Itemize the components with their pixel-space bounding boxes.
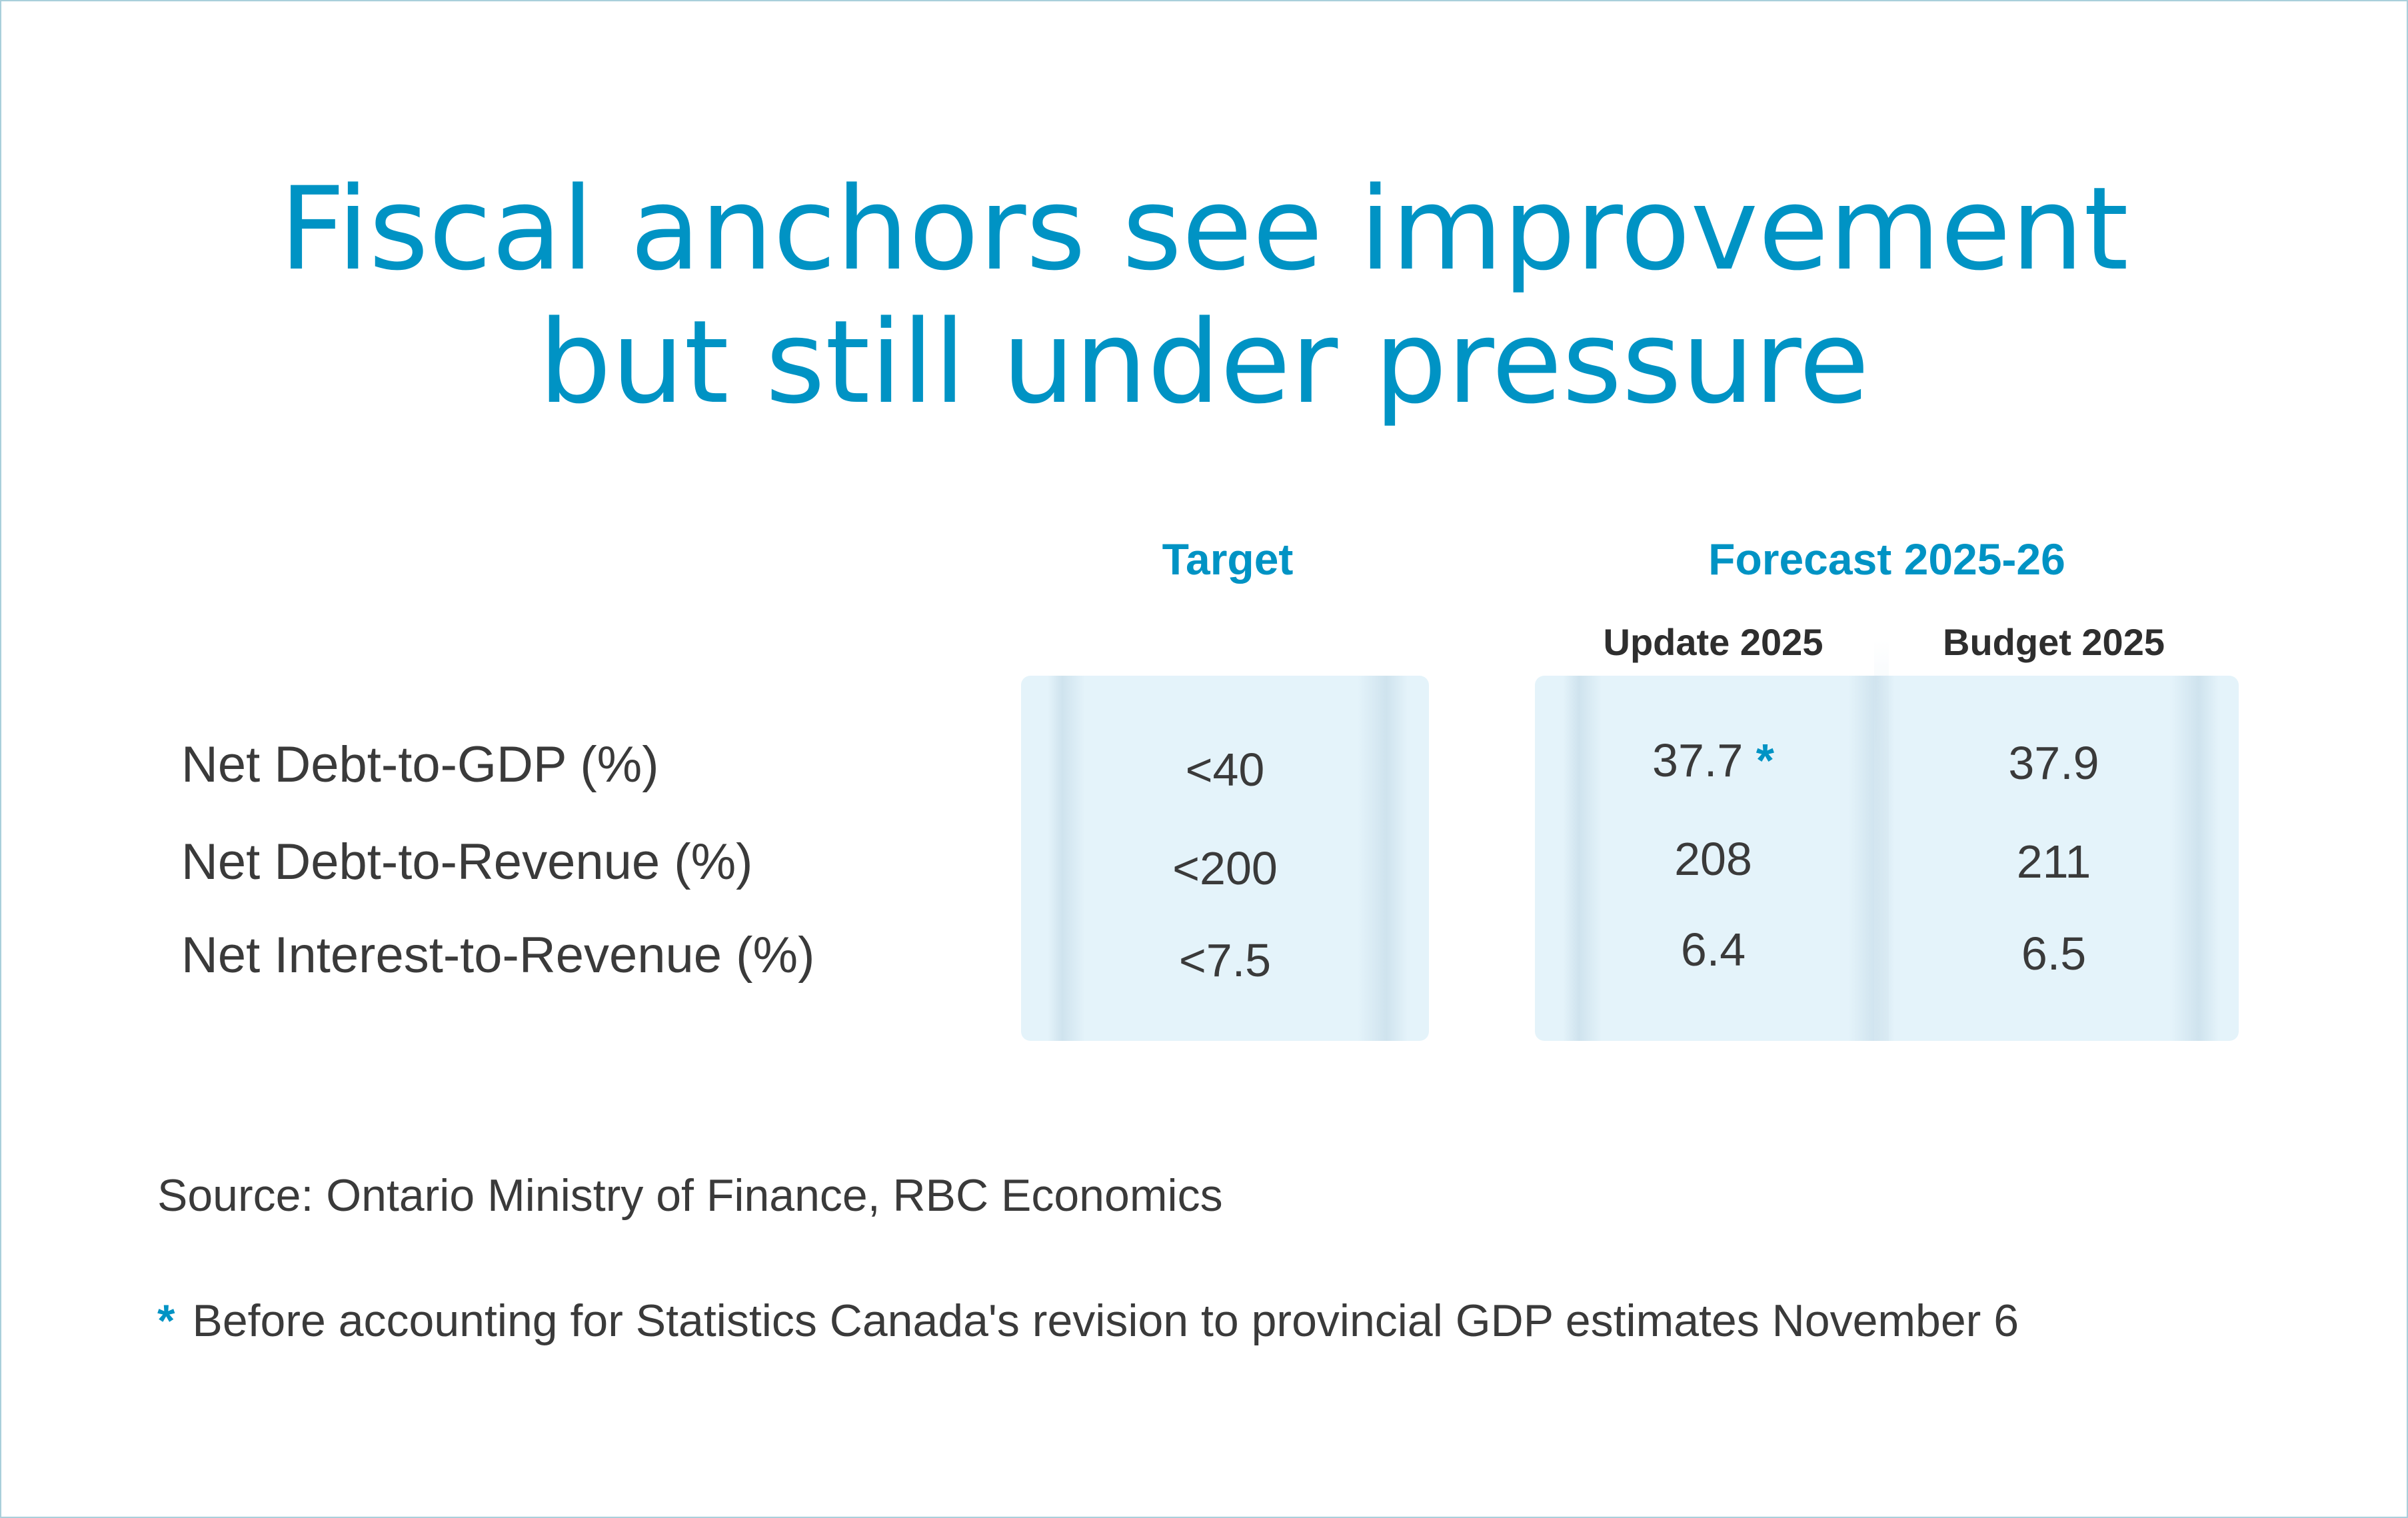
subheader-update-2025: Update 2025 (1603, 621, 1823, 663)
cell-update-net-debt-to-gdp-value: 37.7 (1652, 734, 1744, 786)
source-note: Source: Ontario Ministry of Finance, RBC… (157, 1170, 1223, 1221)
footnote-marker-icon: * (1756, 734, 1774, 786)
column-header-target: Target (1162, 534, 1294, 584)
cell-target-net-debt-to-revenue: <200 (1172, 842, 1278, 894)
cell-target-net-debt-to-gdp: <40 (1185, 744, 1265, 796)
row-label-net-debt-to-revenue: Net Debt-to-Revenue (%) (181, 834, 753, 890)
cell-update-net-interest-to-revenue: 6.4 (1680, 924, 1746, 976)
chart-title-line-2: but still under pressure (539, 295, 1869, 429)
column-header-forecast: Forecast 2025-26 (1708, 534, 2065, 584)
cell-budget-net-debt-to-revenue: 211 (2016, 836, 2091, 888)
row-label-net-debt-to-gdp: Net Debt-to-GDP (%) (181, 736, 659, 793)
target-column-panel (1021, 676, 1429, 1041)
forecast-column-divider (1874, 640, 1889, 1041)
chart-title-line-1: Fiscal anchors see improvement (279, 162, 2129, 296)
cell-budget-net-interest-to-revenue: 6.5 (2021, 928, 2087, 980)
cell-target-net-interest-to-revenue: <7.5 (1178, 934, 1272, 986)
subheader-budget-2025: Budget 2025 (1943, 621, 2165, 663)
cell-update-net-debt-to-revenue: 208 (1674, 833, 1752, 885)
cell-budget-net-debt-to-gdp: 37.9 (2008, 737, 2099, 789)
footnote: * Before accounting for Statistics Canada… (157, 1298, 2019, 1343)
row-label-net-interest-to-revenue: Net Interest-to-Revenue (%) (181, 927, 815, 984)
cell-update-net-debt-to-gdp: 37.7 * (1535, 737, 1891, 784)
footnote-text: Before accounting for Statistics Canada'… (192, 1295, 2019, 1346)
footnote-star-icon: * (157, 1295, 175, 1346)
